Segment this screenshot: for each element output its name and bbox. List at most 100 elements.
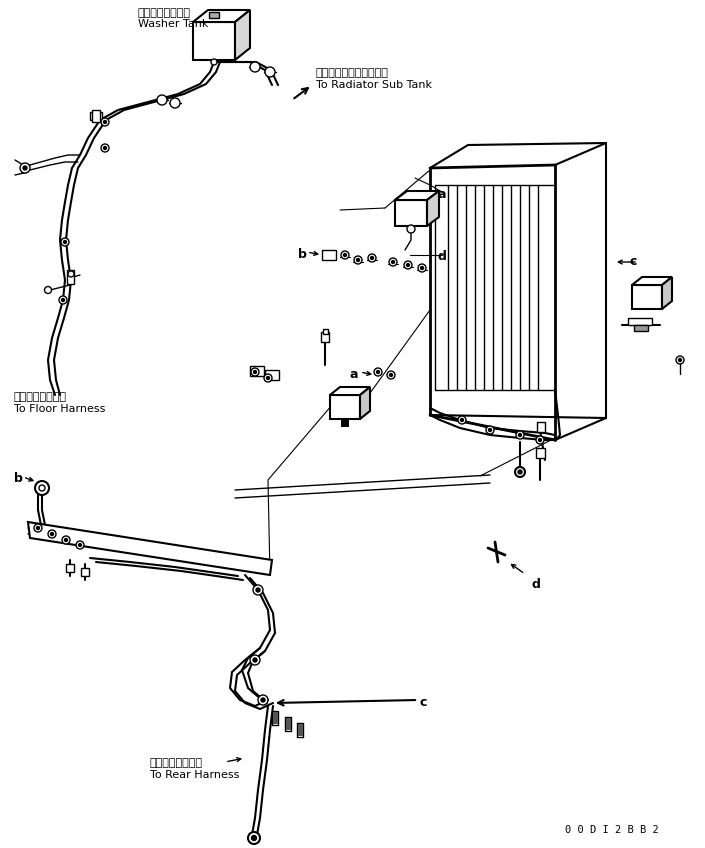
Polygon shape	[360, 387, 370, 419]
Text: a: a	[350, 368, 359, 381]
Circle shape	[518, 433, 522, 437]
Text: 0 0 D I 2 B B 2: 0 0 D I 2 B B 2	[565, 825, 658, 835]
Circle shape	[170, 98, 180, 108]
Circle shape	[39, 485, 45, 491]
Circle shape	[250, 62, 260, 72]
Text: c: c	[630, 255, 637, 268]
Bar	[81, 568, 89, 576]
Circle shape	[20, 163, 30, 173]
Text: To Radiator Sub Tank: To Radiator Sub Tank	[316, 80, 432, 90]
Circle shape	[407, 264, 410, 266]
Circle shape	[51, 533, 54, 535]
Bar	[536, 448, 545, 458]
Bar	[323, 329, 328, 334]
Circle shape	[536, 436, 544, 444]
Circle shape	[251, 368, 259, 376]
Text: To Floor Harness: To Floor Harness	[14, 404, 105, 414]
Circle shape	[354, 256, 362, 264]
Circle shape	[389, 258, 397, 266]
Polygon shape	[235, 10, 250, 60]
Circle shape	[516, 431, 524, 439]
Circle shape	[418, 264, 426, 272]
Bar	[537, 422, 545, 432]
Circle shape	[34, 524, 42, 532]
Bar	[634, 325, 648, 331]
Bar	[298, 724, 303, 736]
Circle shape	[250, 655, 260, 665]
Circle shape	[376, 371, 379, 373]
Bar	[286, 718, 291, 730]
Circle shape	[374, 368, 382, 376]
Circle shape	[101, 144, 109, 152]
Text: リヤーハーネスへ: リヤーハーネスへ	[150, 758, 203, 768]
Circle shape	[104, 120, 106, 124]
Circle shape	[387, 371, 395, 379]
Circle shape	[539, 438, 541, 442]
Circle shape	[256, 588, 260, 592]
Circle shape	[261, 698, 265, 702]
Text: d: d	[532, 578, 541, 591]
Circle shape	[676, 356, 684, 364]
Circle shape	[101, 118, 109, 126]
Circle shape	[37, 527, 39, 529]
Bar	[250, 366, 264, 376]
Circle shape	[64, 538, 68, 542]
Circle shape	[458, 416, 466, 424]
Circle shape	[48, 530, 56, 538]
Bar	[193, 22, 235, 60]
Circle shape	[63, 241, 66, 243]
Circle shape	[44, 287, 51, 293]
Bar	[632, 285, 662, 309]
Circle shape	[678, 359, 682, 361]
Circle shape	[486, 426, 494, 434]
Bar	[67, 270, 74, 284]
Text: c: c	[420, 696, 427, 709]
Text: a: a	[437, 188, 446, 201]
Text: フロアハーネスへ: フロアハーネスへ	[14, 392, 67, 402]
Circle shape	[343, 254, 346, 256]
Circle shape	[35, 481, 49, 495]
Text: b: b	[14, 472, 23, 485]
Bar	[92, 110, 100, 122]
Circle shape	[253, 658, 257, 662]
Circle shape	[211, 59, 217, 65]
Text: To Rear Harness: To Rear Harness	[150, 770, 240, 780]
Circle shape	[258, 695, 268, 705]
Bar	[628, 318, 652, 325]
Circle shape	[420, 266, 424, 270]
Text: ラジエータサブタンクへ: ラジエータサブタンクへ	[316, 68, 389, 78]
Circle shape	[264, 374, 272, 382]
Circle shape	[248, 832, 260, 844]
Circle shape	[23, 166, 27, 170]
Circle shape	[59, 296, 67, 304]
Circle shape	[61, 238, 69, 246]
Circle shape	[404, 261, 412, 269]
Circle shape	[391, 260, 395, 264]
Circle shape	[62, 536, 70, 544]
Polygon shape	[193, 10, 250, 22]
Bar	[321, 332, 329, 342]
Bar	[341, 419, 349, 427]
Circle shape	[341, 251, 349, 259]
Text: ウォッシャタンク: ウォッシャタンク	[138, 8, 191, 18]
Polygon shape	[662, 277, 672, 309]
Circle shape	[389, 373, 393, 377]
Polygon shape	[330, 387, 370, 395]
Circle shape	[515, 467, 525, 477]
Polygon shape	[427, 191, 439, 226]
Circle shape	[254, 371, 257, 373]
Circle shape	[518, 470, 522, 474]
Circle shape	[61, 298, 64, 302]
Bar	[273, 712, 278, 724]
Circle shape	[253, 585, 263, 595]
Bar	[66, 564, 74, 572]
Circle shape	[265, 67, 275, 77]
Polygon shape	[28, 522, 272, 575]
Polygon shape	[395, 191, 439, 200]
Polygon shape	[632, 277, 672, 285]
Bar	[330, 395, 360, 419]
Text: d: d	[437, 250, 446, 263]
Circle shape	[68, 271, 74, 277]
Circle shape	[266, 377, 269, 380]
Bar	[209, 12, 219, 18]
